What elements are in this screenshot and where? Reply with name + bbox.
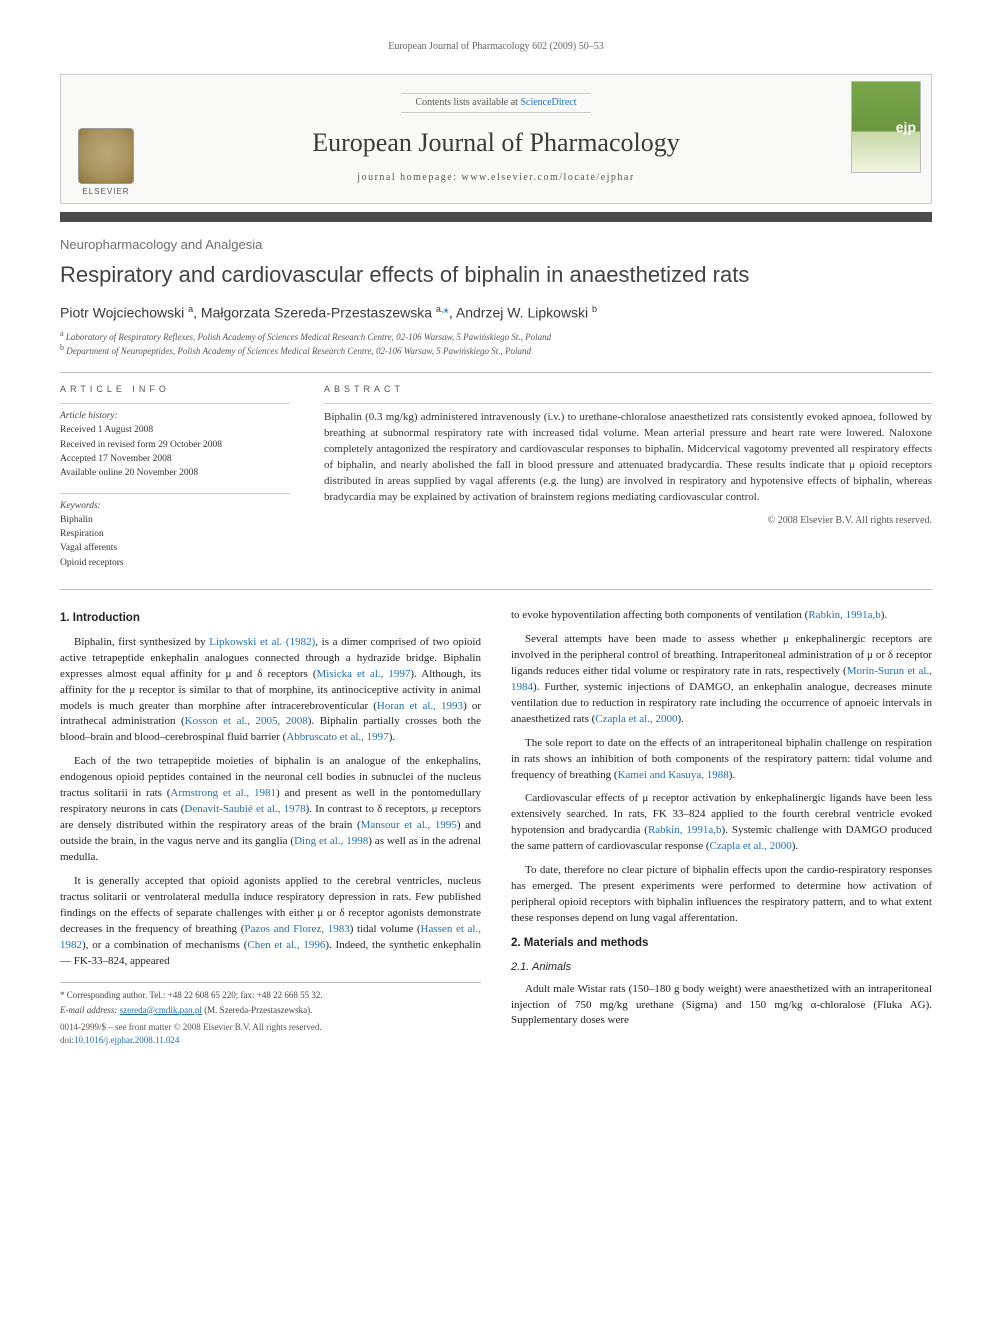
publisher-logo-slot: ELSEVIER — [61, 75, 151, 203]
abstract-head: ABSTRACT — [324, 383, 932, 396]
front-matter-line: 0014-2999/$ – see front matter © 2008 El… — [60, 1021, 481, 1034]
body-para: Biphalin, first synthesized by Lipkowski… — [60, 635, 481, 747]
abstract-text: Biphalin (0.3 mg/kg) administered intrav… — [324, 410, 932, 506]
affiliation-a: Laboratory of Respiratory Reflexes, Poli… — [66, 332, 551, 342]
body-para: Cardiovascular effects of μ receptor act… — [511, 791, 932, 855]
journal-name: European Journal of Pharmacology — [312, 125, 680, 161]
email-label: E-mail address: — [60, 1005, 117, 1015]
journal-homepage: journal homepage: www.elsevier.com/locat… — [357, 171, 634, 185]
abstract-copyright: © 2008 Elsevier B.V. All rights reserved… — [324, 514, 932, 528]
publisher-name: ELSEVIER — [82, 186, 129, 197]
journal-cover-icon — [851, 81, 921, 173]
journal-header: ELSEVIER Contents lists available at Sci… — [60, 74, 932, 204]
contents-available: Contents lists available at ScienceDirec… — [401, 93, 590, 113]
doi-label: doi: — [60, 1035, 74, 1045]
running-head: European Journal of Pharmacology 602 (20… — [60, 40, 932, 54]
corresponding-footnote: * Corresponding author. Tel.: +48 22 608… — [60, 982, 481, 1017]
keyword: Opioid receptors — [60, 557, 290, 570]
article-title: Respiratory and cardiovascular effects o… — [60, 260, 932, 291]
section-label: Neuropharmacology and Analgesia — [60, 236, 932, 254]
body-para: Adult male Wistar rats (150–180 g body w… — [511, 982, 932, 1030]
article-info-head: ARTICLE INFO — [60, 383, 290, 396]
doi-link[interactable]: 10.1016/j.ejphar.2008.11.024 — [74, 1035, 179, 1045]
article-info: ARTICLE INFO Article history: Received 1… — [60, 383, 290, 572]
rule — [60, 372, 932, 373]
body-para: Several attempts have been made to asses… — [511, 632, 932, 728]
elsevier-tree-icon — [78, 128, 134, 184]
history-received: Received 1 August 2008 — [60, 424, 290, 437]
intro-heading: 1. Introduction — [60, 610, 481, 627]
corr-email-who: (M. Szereda-Przestaszewska). — [204, 1005, 312, 1015]
article-body: 1. Introduction Biphalin, first synthesi… — [60, 608, 932, 1047]
header-rule — [60, 212, 932, 222]
keyword: Vagal afferents — [60, 542, 290, 555]
keyword: Respiration — [60, 528, 290, 541]
corr-email-link[interactable]: szereda@cmdik.pan.pl — [120, 1005, 202, 1015]
affiliations: a Laboratory of Respiratory Reflexes, Po… — [60, 329, 932, 357]
homepage-url: www.elsevier.com/locate/ejphar — [462, 172, 635, 183]
corr-line: * Corresponding author. Tel.: +48 22 608… — [60, 989, 481, 1002]
abstract: ABSTRACT Biphalin (0.3 mg/kg) administer… — [324, 383, 932, 572]
history-online: Available online 20 November 2008 — [60, 467, 290, 480]
elsevier-logo: ELSEVIER — [71, 117, 141, 197]
body-para: It is generally accepted that opioid ago… — [60, 874, 481, 970]
rule — [60, 493, 290, 494]
body-para: To date, therefore no clear picture of b… — [511, 863, 932, 927]
history-accepted: Accepted 17 November 2008 — [60, 453, 290, 466]
keyword: Biphalin — [60, 514, 290, 527]
history-revised: Received in revised form 29 October 2008 — [60, 439, 290, 452]
cover-thumb-slot — [841, 75, 931, 203]
rule — [60, 589, 932, 590]
body-para: to evoke hypoventilation affecting both … — [511, 608, 932, 624]
rule — [324, 403, 932, 404]
animals-heading: 2.1. Animals — [511, 960, 932, 976]
body-para: The sole report to date on the effects o… — [511, 736, 932, 784]
body-para: Each of the two tetrapeptide moieties of… — [60, 754, 481, 866]
authors: Piotr Wojciechowski a, Małgorzata Szered… — [60, 303, 932, 323]
affiliation-b: Department of Neuropeptides, Polish Acad… — [66, 346, 531, 356]
rule — [60, 403, 290, 404]
keywords-head: Keywords: — [60, 500, 290, 513]
homepage-label: journal homepage: — [357, 172, 461, 183]
history-head: Article history: — [60, 410, 290, 423]
sciencedirect-link[interactable]: ScienceDirect — [520, 97, 576, 108]
page-footer: 0014-2999/$ – see front matter © 2008 El… — [60, 1021, 481, 1047]
contents-prefix: Contents lists available at — [415, 97, 520, 108]
methods-heading: 2. Materials and methods — [511, 935, 932, 952]
